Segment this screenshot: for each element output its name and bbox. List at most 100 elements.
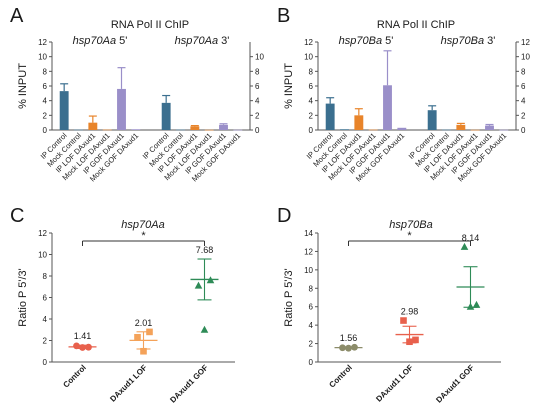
bar: [204, 129, 214, 131]
bar: [88, 122, 98, 130]
significance-star: *: [407, 230, 412, 242]
bar: [340, 129, 349, 130]
y-tick-label-right: 0: [521, 126, 526, 135]
bar: [325, 103, 335, 130]
bar: [176, 129, 185, 131]
significance-star: *: [141, 230, 146, 242]
gene-end: 5': [382, 35, 393, 47]
y-tick-label-right: 10: [255, 53, 264, 62]
data-point: [472, 300, 481, 308]
x-tick-label: DAxud1 LOF: [374, 363, 415, 404]
y-tick-label-right: 10: [521, 53, 530, 62]
group-label: hsp70Ba 3': [441, 35, 496, 47]
bar: [368, 129, 378, 131]
y-tick-label: 6: [43, 294, 48, 303]
y-tick-label: 0: [43, 358, 48, 367]
y-tick-label: 10: [304, 266, 313, 275]
y-tick-label: 12: [304, 38, 313, 47]
y-tick-label: 4: [43, 315, 48, 324]
y-tick-label-right: 8: [521, 67, 526, 76]
panel-letter: A: [10, 5, 24, 27]
y-tick-label: 14: [304, 229, 313, 238]
x-tick-label: DAxud1 GOF: [168, 363, 210, 405]
chart-title: RNA Pol II ChIP: [111, 19, 189, 31]
y-tick-label-right: 4: [521, 97, 526, 106]
mean-label: 2.98: [401, 307, 419, 317]
y-tick-label-right: 2: [521, 111, 526, 120]
mean-label: 1.41: [74, 331, 92, 341]
y-tick-label: 10: [304, 53, 313, 62]
data-point: [206, 276, 215, 284]
data-point: [339, 344, 346, 352]
y-axis-label: % INPUT: [283, 63, 295, 109]
chart-title: hsp70Aa: [121, 219, 164, 231]
bar-panel-A: A RNA Pol II ChIP 0 2 4 6 8 10 12 0 2 4 6 8 10 % INPUT h…: [10, 5, 264, 183]
y-tick-label-right: 6: [255, 82, 260, 91]
y-tick-label: 2: [309, 111, 314, 120]
bar: [383, 85, 392, 130]
bar: [161, 102, 171, 130]
data-point: [140, 347, 147, 355]
bar: [131, 129, 141, 130]
data-point: [406, 338, 413, 346]
bar: [397, 127, 407, 130]
group-label: hsp70Aa 5': [73, 35, 128, 47]
y-tick-label: 4: [309, 321, 314, 330]
chart-title: hsp70Ba: [389, 219, 432, 231]
y-axis-label: Ratio P 5'/3': [283, 268, 295, 326]
gene-end: 5': [116, 35, 127, 47]
y-axis-label: % INPUT: [17, 63, 29, 109]
bar: [59, 91, 69, 130]
y-tick-label: 10: [38, 251, 47, 260]
data-point: [146, 328, 153, 336]
y-tick-label-right: 0: [255, 126, 260, 135]
bar: [499, 129, 509, 131]
data-point: [351, 343, 358, 351]
y-tick-label-right: 8: [255, 67, 260, 76]
y-tick-label: 2: [309, 340, 314, 349]
y-tick-label: 4: [309, 97, 314, 106]
data-point: [345, 344, 352, 352]
data-point: [400, 317, 407, 324]
y-tick-label: 0: [43, 126, 48, 135]
bar: [442, 129, 451, 131]
bar: [427, 110, 437, 130]
data-point: [466, 302, 475, 310]
bar: [190, 126, 200, 130]
panel-letter: C: [10, 205, 24, 227]
mean-label: 2.01: [135, 318, 153, 328]
y-tick-label: 12: [38, 229, 47, 238]
gene-name: hsp70Aa: [175, 35, 218, 47]
x-tick-label: Control: [61, 363, 87, 389]
y-tick-label: 8: [43, 67, 48, 76]
y-tick-label: 6: [309, 82, 314, 91]
bar-panel-B: B RNA Pol II ChIP 0 2 4 6 8 10 12 0 2 4 6 8 10 12 % INPU…: [277, 5, 530, 183]
group-label: hsp70Ba 5': [339, 35, 394, 47]
y-tick-label: 8: [43, 272, 48, 281]
bar: [485, 125, 494, 130]
data-point: [134, 333, 141, 341]
y-tick-label: 8: [309, 284, 314, 293]
gene-name: hsp70Ba: [339, 35, 382, 47]
mean-label: 8.14: [462, 233, 480, 243]
y-tick-label-right: 2: [255, 111, 260, 120]
y-tick-label-right: 4: [255, 97, 260, 106]
y-tick-label-right: 12: [521, 38, 530, 47]
bar: [456, 124, 466, 130]
mean-label: 7.68: [196, 245, 214, 255]
x-tick-label: DAxud1 GOF: [434, 363, 476, 405]
y-tick-label: 12: [304, 247, 313, 256]
bar: [102, 129, 112, 131]
y-tick-label: 12: [38, 38, 47, 47]
bar: [74, 129, 83, 131]
bar: [117, 88, 126, 130]
y-tick-label-right: 6: [521, 82, 526, 91]
y-tick-label: 8: [309, 67, 314, 76]
y-tick-label: 2: [43, 111, 48, 120]
panel-letter: D: [277, 205, 291, 227]
y-tick-label: 2: [43, 337, 48, 346]
y-tick-label: 4: [43, 97, 48, 106]
mean-label: 1.56: [340, 333, 358, 343]
